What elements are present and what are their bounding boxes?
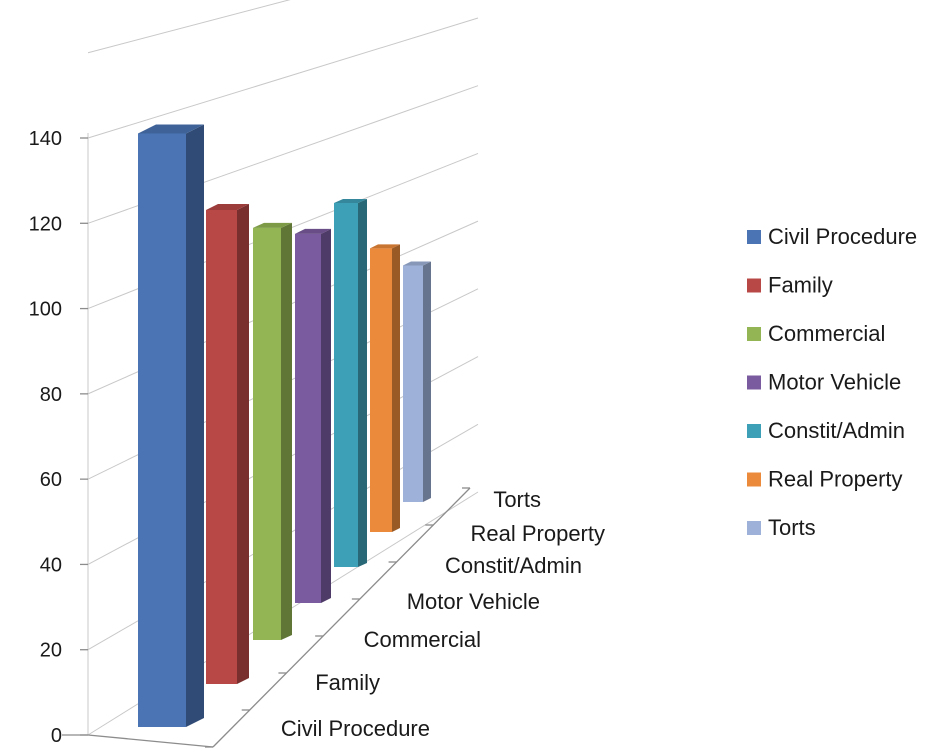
category-axis-label: Civil Procedure (281, 716, 430, 741)
bar-top-face (138, 124, 204, 134)
legend-swatch (747, 230, 761, 244)
bar (138, 124, 204, 728)
bar-side-face (237, 204, 249, 684)
legend-swatch (747, 375, 761, 390)
legend-item: Constit/Admin (747, 418, 905, 443)
gridline (87, 17, 479, 139)
category-axis-label: Constit/Admin (445, 553, 582, 578)
bar-front-face (295, 233, 321, 603)
bar-side-face (321, 228, 331, 603)
category-axis-label: Real Property (470, 521, 605, 546)
bar (334, 199, 367, 567)
legend-item: Commercial (747, 321, 885, 346)
y-axis-tick-label: 80 (40, 384, 62, 406)
bar (206, 204, 249, 684)
bar-side-face (392, 244, 400, 532)
gridline (87, 0, 291, 54)
bar-front-face (138, 133, 186, 728)
chart-floor (62, 487, 471, 748)
bar-side-face (423, 261, 431, 502)
legend-label: Motor Vehicle (768, 370, 901, 395)
bar-top-face (295, 228, 331, 234)
bar-series (138, 124, 431, 728)
category-axis-label: Torts (493, 487, 541, 512)
floor-edge (87, 734, 214, 748)
legend-swatch (747, 424, 761, 438)
category-axis-labels: Civil Procedure Family Commercial Motor Veh… (281, 487, 605, 741)
legend-item: Torts (747, 515, 816, 540)
legend-item: Civil Procedure (747, 224, 917, 249)
legend-swatch (747, 472, 761, 487)
bar-top-face (403, 261, 431, 266)
bar (253, 222, 292, 640)
bar-top-face (334, 199, 367, 203)
bar-top-face (253, 222, 292, 228)
legend-label: Family (768, 273, 833, 298)
bar-side-face (358, 199, 367, 567)
bar-front-face (370, 248, 392, 532)
bar-top-face (370, 244, 400, 249)
category-axis-label: Commercial (364, 627, 481, 652)
y-axis-tick-label: 60 (40, 469, 62, 491)
bar (403, 261, 431, 502)
legend-label: Commercial (768, 321, 885, 346)
bar-side-face (186, 124, 204, 728)
y-axis-tick-label: 140 (29, 128, 62, 150)
bar-front-face (403, 265, 423, 502)
legend-swatch (747, 278, 761, 293)
legend-swatch (747, 327, 761, 341)
legend-label: Real Property (768, 467, 903, 492)
bar-front-face (334, 203, 358, 567)
depth-axis-line (212, 487, 471, 748)
legend-item: Real Property (747, 467, 903, 492)
y-axis-tick-label: 40 (40, 554, 62, 576)
legend: Civil Procedure Family Commercial Motor Veh… (747, 224, 917, 540)
legend-swatch (747, 521, 761, 535)
legend-item: Motor Vehicle (747, 370, 901, 395)
y-axis-tick-label: 100 (29, 299, 62, 321)
legend-label: Constit/Admin (768, 418, 905, 443)
legend-label: Civil Procedure (768, 224, 917, 249)
bar-front-face (253, 227, 281, 640)
bar (295, 228, 331, 603)
bar-side-face (281, 222, 292, 640)
category-axis-label: Motor Vehicle (407, 589, 540, 614)
y-axis-tick-label: 120 (29, 213, 62, 235)
legend-label: Torts (768, 515, 816, 540)
y-axis-tick-label: 0 (51, 725, 62, 747)
bar-top-face (206, 204, 249, 210)
y-axis-tick-labels: 0 20 40 60 80 100 120 140 (29, 128, 88, 747)
category-axis-label: Family (315, 670, 380, 695)
bar (370, 244, 400, 532)
bar-front-face (206, 210, 237, 684)
legend-item: Family (747, 273, 833, 298)
y-axis-tick-label: 20 (40, 640, 62, 662)
